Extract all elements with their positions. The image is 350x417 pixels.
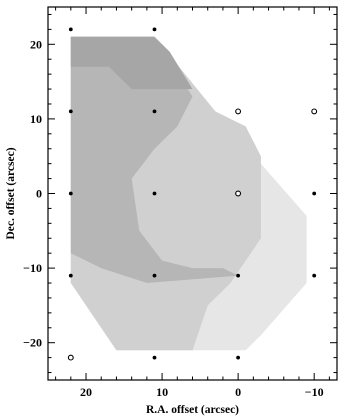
filled-dot-marker — [68, 27, 73, 32]
x-tick-label: 10 — [156, 385, 168, 399]
filled-dot-marker — [152, 191, 157, 196]
y-tick-label: 20 — [30, 37, 42, 51]
open-circle-marker — [311, 108, 318, 115]
open-circle-marker — [235, 190, 242, 197]
y-tick-label: 0 — [36, 187, 42, 201]
x-tick-label: 20 — [80, 385, 92, 399]
y-tick-label: 10 — [30, 112, 42, 126]
contour-level-4 — [70, 36, 193, 90]
contour-fill-layer — [70, 36, 307, 351]
y-tick-label: −20 — [23, 336, 42, 350]
filled-dot-marker — [236, 273, 241, 278]
x-axis-title: R.A. offset (arcsec) — [146, 404, 239, 416]
filled-dot-marker — [236, 355, 241, 360]
filled-dot-marker — [68, 191, 73, 196]
open-circle-marker — [235, 108, 242, 115]
axis-ticks — [48, 7, 337, 380]
filled-dot-marker — [312, 191, 317, 196]
filled-dot-marker — [68, 273, 73, 278]
filled-dot-marker — [68, 109, 73, 114]
contour-level-3 — [70, 36, 239, 283]
y-tick-label: −10 — [23, 261, 42, 275]
filled-dot-marker — [152, 355, 157, 360]
filled-dot-marker — [152, 273, 157, 278]
observed-points-layer — [67, 27, 318, 361]
filled-dot-marker — [152, 27, 157, 32]
axis-tick-labels: 20 10 0 −10 20 10 0 −10 −20 — [23, 37, 323, 399]
x-tick-label: 0 — [235, 385, 241, 399]
y-axis-title: Dec. offset (arcsec) — [5, 147, 17, 239]
filled-dot-marker — [152, 109, 157, 114]
x-tick-label: −10 — [305, 385, 324, 399]
filled-dot-marker — [312, 273, 317, 278]
open-circle-marker — [67, 354, 74, 361]
